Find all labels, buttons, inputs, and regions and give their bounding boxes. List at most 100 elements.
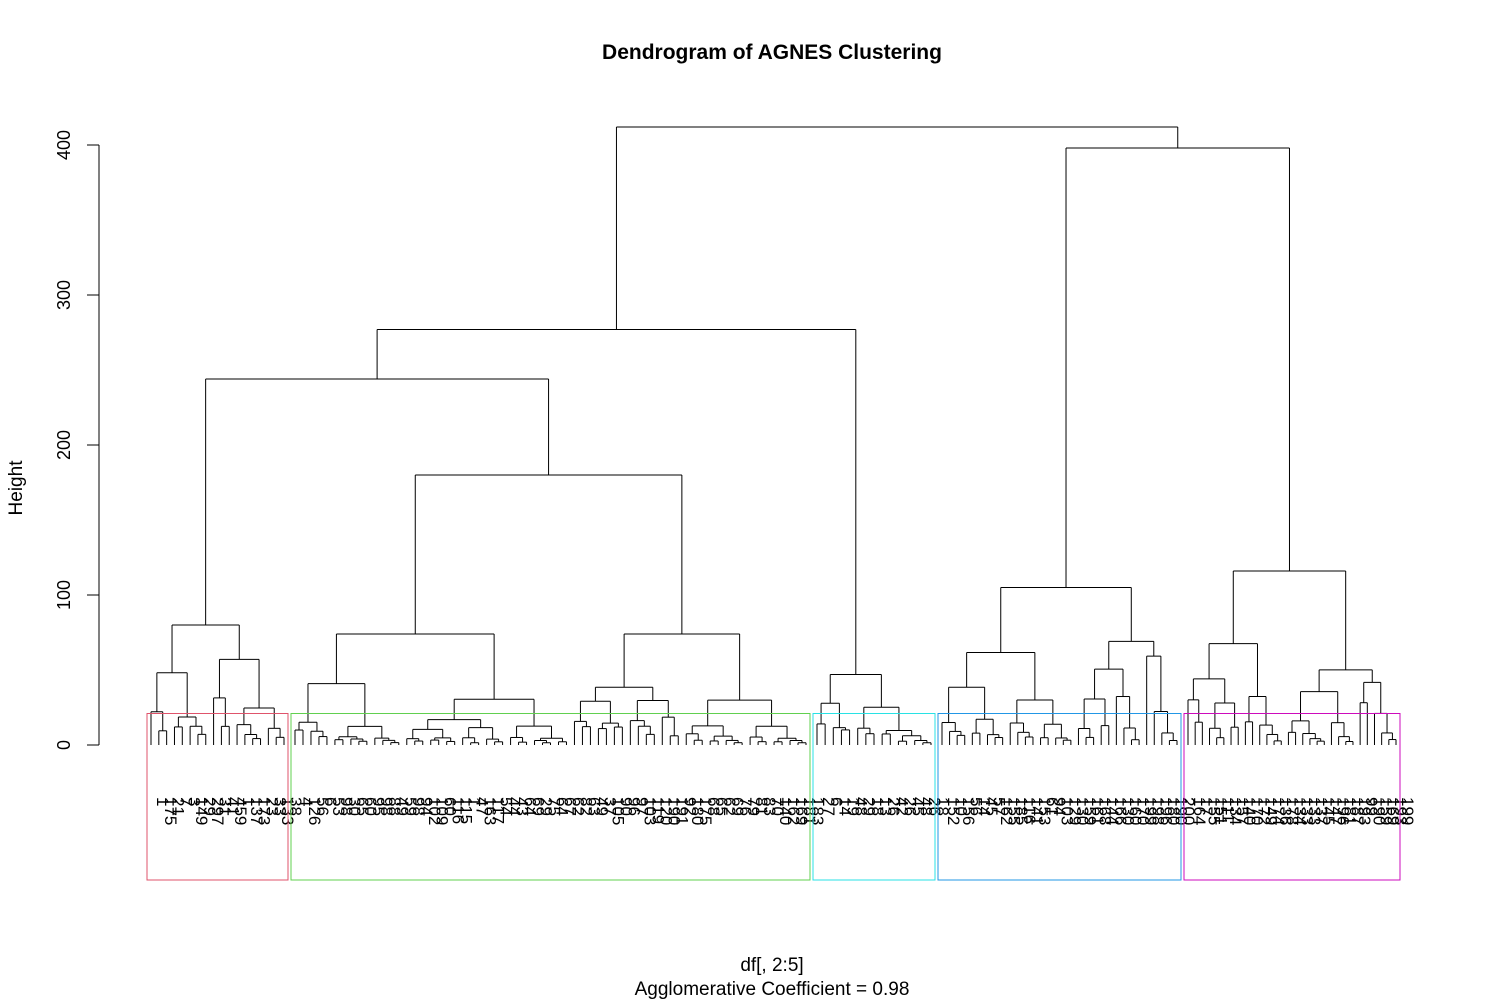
leaf-label: 199 xyxy=(1398,797,1417,825)
leaf-label: 82 xyxy=(576,797,595,816)
leaf-label: 96 xyxy=(624,797,643,816)
leaf-label: 49 xyxy=(393,797,412,816)
leaf-label: 137 xyxy=(247,797,266,825)
leaf-label: 47 xyxy=(473,797,492,816)
leaf-label: 70 xyxy=(768,797,787,816)
leaf-label: 37 xyxy=(600,797,619,816)
leaf-label: 180 xyxy=(1164,797,1183,825)
leaf-label: 297 xyxy=(208,797,227,825)
leaf-label: 198 xyxy=(1149,797,1168,825)
leaf-label: 6 xyxy=(321,797,340,806)
leaf-label: 169 xyxy=(1384,797,1403,825)
leaf-label: 43 xyxy=(513,797,532,816)
cluster-box xyxy=(146,713,289,881)
leaf-label: 76 xyxy=(736,797,755,816)
leaf-label: 178 xyxy=(1283,797,1302,825)
leaf-label: 90 xyxy=(616,797,635,816)
leaf-label: 116 xyxy=(449,797,468,824)
leaf-label: 175 xyxy=(161,797,180,825)
cluster-box xyxy=(290,713,811,881)
leaf-label: 42 xyxy=(892,797,911,816)
leaf-label: 199 xyxy=(1141,797,1160,825)
leaf-label: 45 xyxy=(909,797,928,816)
leaf-label: 181 xyxy=(1341,797,1360,825)
cluster-box xyxy=(812,713,936,881)
leaf-label: 17 xyxy=(1197,797,1216,816)
leaf-label: 196 xyxy=(1333,797,1352,825)
leaf-label: 117 xyxy=(489,797,508,824)
leaf-label: 1 xyxy=(465,797,484,806)
leaf-label: 14 xyxy=(835,797,854,816)
y-tick-label: 0 xyxy=(54,740,74,750)
leaf-label: 29 xyxy=(860,797,879,816)
leaf-label: 153 xyxy=(1035,797,1054,825)
leaf-label: 170 xyxy=(1247,797,1266,825)
leaf-label: 168 xyxy=(1096,797,1115,825)
leaf-label: 79 xyxy=(744,797,763,816)
leaf-label: 19 xyxy=(843,797,862,816)
leaf-label: 137 xyxy=(1312,797,1331,825)
y-tick-label: 200 xyxy=(54,430,74,460)
leaf-label: 134 xyxy=(1226,797,1245,825)
leaf-label: 129 xyxy=(1065,797,1084,825)
leaf-label: 159 xyxy=(1376,797,1395,825)
y-axis-label: Height xyxy=(6,460,27,516)
leaf-label: 134 xyxy=(1290,797,1309,825)
leaf-label: 136 xyxy=(1276,797,1295,825)
leaf-label: 196 xyxy=(1156,797,1175,825)
leaf-label: 62 xyxy=(568,797,587,816)
leaf-label: 157 xyxy=(1233,797,1252,825)
leaf-label: 57 xyxy=(989,797,1008,816)
leaf-label: 31 xyxy=(216,797,235,816)
leaf-label: 145 xyxy=(1319,797,1338,825)
leaf-label: 166 xyxy=(1111,797,1130,825)
leaf-label: 23 xyxy=(263,797,282,816)
leaf-label: 149 xyxy=(1262,797,1281,825)
leaf-label: 111 xyxy=(1219,797,1238,823)
leaf-label: 95 xyxy=(369,797,388,816)
leaf-label: 14 xyxy=(974,797,993,816)
leaf-label: 116 xyxy=(1020,797,1039,824)
leaf-label: 56 xyxy=(967,797,986,816)
leaf-labels: 1175217314929297314145911371732333133384… xyxy=(153,797,1417,825)
leaf-label: 59 xyxy=(401,797,420,816)
leaf-label: 81 xyxy=(752,797,771,816)
leaf-label: 69 xyxy=(728,797,747,816)
leaf-label: 126 xyxy=(305,797,324,825)
leaf-label: 63 xyxy=(584,797,603,816)
leaf-label: 13 xyxy=(876,797,895,816)
leaf-label: 99 xyxy=(1362,797,1381,816)
leaf-label: 64 xyxy=(553,797,572,816)
leaf-label: 105 xyxy=(608,797,627,825)
leaf-label: 193 xyxy=(1355,797,1374,825)
leaf-label: 459 xyxy=(231,797,250,825)
leaf-label: 68 xyxy=(704,797,723,816)
leaf-label: 162 xyxy=(997,797,1016,825)
leaf-label: 67 xyxy=(560,797,579,816)
leaf-label: 49 xyxy=(592,797,611,816)
leaf-label: 3 xyxy=(184,797,203,806)
leaf-label: 151 xyxy=(1212,797,1231,825)
leaf-label: 160 xyxy=(1126,797,1145,825)
leaf-label: 162 xyxy=(784,797,803,825)
leaf-label: 30 xyxy=(345,797,364,816)
leaf-label: 98 xyxy=(377,797,396,816)
leaf-label: 10 xyxy=(952,797,971,816)
leaf-label: 94 xyxy=(1050,797,1069,816)
leaf-label: 170 xyxy=(1134,797,1153,825)
leaf-label: 62 xyxy=(720,797,739,816)
leaf-label: 54 xyxy=(497,797,516,816)
leaf-label: 69 xyxy=(529,797,548,816)
leaf-label: 92 xyxy=(680,797,699,816)
leaf-label: 155 xyxy=(1204,797,1223,825)
leaf-label: 173 xyxy=(255,797,274,825)
y-tick-label: 300 xyxy=(54,280,74,310)
leaf-label: 120 xyxy=(656,797,675,825)
leaf-label: 191 xyxy=(672,797,691,825)
leaf-label: 60 xyxy=(441,797,460,816)
leaf-label: 180 xyxy=(688,797,707,825)
leaf-label: 29 xyxy=(200,797,219,816)
leaf-label: 163 xyxy=(481,797,500,825)
leaf-label: 130 xyxy=(1073,797,1092,825)
leaf-label: 175 xyxy=(696,797,715,825)
